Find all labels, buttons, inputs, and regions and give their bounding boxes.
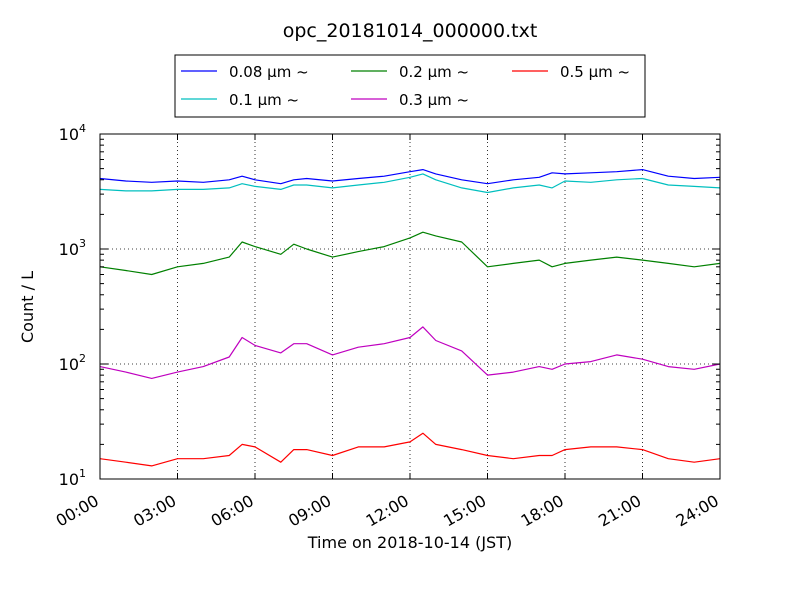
legend-label: 0.2 μm ~ (399, 63, 469, 81)
x-tick-label: 00:00 (53, 491, 102, 531)
y-tick-label: 103 (59, 237, 86, 259)
series-layer (99, 169, 721, 467)
legend-label: 0.5 μm ~ (560, 63, 630, 81)
grid-lines (100, 134, 720, 479)
x-tick-label: 06:00 (208, 491, 257, 531)
legend-label: 0.3 μm ~ (399, 91, 469, 109)
y-tick-label: 102 (59, 352, 86, 374)
x-tick-label: 12:00 (363, 491, 412, 531)
x-tick-label: 03:00 (130, 491, 179, 531)
x-axis-title: Time on 2018-10-14 (JST) (307, 533, 512, 552)
series-line (99, 326, 721, 379)
series-line (99, 169, 721, 185)
x-tick-label: 15:00 (440, 491, 489, 531)
legend-label: 0.1 μm ~ (229, 91, 299, 109)
x-tick-label: 21:00 (595, 491, 644, 531)
x-tick-label: 09:00 (285, 491, 334, 531)
legend: 0.08 μm ~ 0.1 μm ~ 0.2 μm ~ 0.3 μm ~ 0.5 μm … (174, 54, 646, 118)
y-tick-label: 104 (59, 122, 86, 144)
series-line (99, 432, 721, 467)
chart-title: opc_20181014_000000.txt (283, 20, 538, 42)
series-line (99, 231, 721, 276)
y-tick-label: 101 (59, 467, 86, 489)
legend-label: 0.08 μm ~ (229, 63, 309, 81)
series-line (99, 173, 721, 194)
x-tick-label: 18:00 (518, 491, 567, 531)
y-axis-title: Count / L (18, 271, 37, 343)
x-tick-label: 24:00 (673, 491, 722, 531)
legend-frame (174, 54, 646, 118)
